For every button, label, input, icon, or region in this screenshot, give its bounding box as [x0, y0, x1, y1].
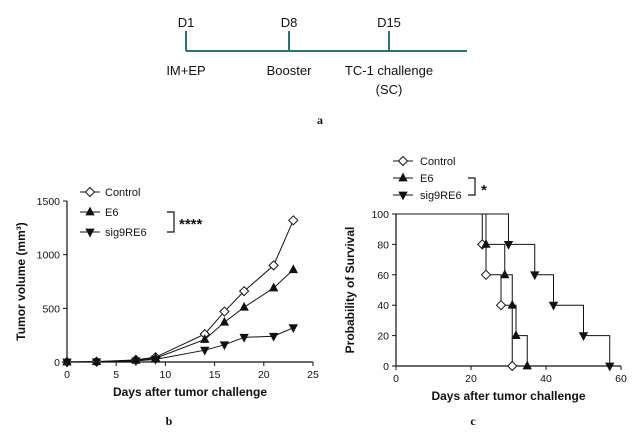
- timeline-event-label: IM+EP: [166, 63, 205, 78]
- x-tick-label: 0: [64, 369, 70, 381]
- series-line-e6: [66, 269, 294, 363]
- data-point-sig9re6: [62, 358, 72, 368]
- x-axis-title: Days after tumor challenge: [431, 389, 585, 403]
- survival-point-sig9re6: [503, 240, 514, 250]
- legend-marker-e6: [85, 206, 95, 216]
- data-point-sig9re6: [91, 358, 102, 368]
- x-tick-label: 20: [465, 373, 477, 385]
- data-point-control: [268, 260, 279, 271]
- survival-chart: 0 20 40 60 0 20 40 60 80 100 Days after tumor chal…: [343, 155, 627, 428]
- panel-label-b: b: [166, 414, 173, 428]
- survival-curve-control: [396, 213, 513, 366]
- survival-point-sig9re6: [605, 362, 615, 372]
- survival-point-e6: [481, 239, 491, 248]
- panel-label-a: a: [317, 113, 323, 127]
- data-point-sig9re6: [200, 346, 210, 356]
- data-point-sig9re6: [131, 357, 141, 367]
- timeline-day-label: D1: [178, 15, 195, 30]
- y-tick-label: 20: [377, 331, 389, 343]
- legend-marker-control: [397, 155, 409, 167]
- survival-point-control: [507, 360, 518, 372]
- significance-bracket: [167, 211, 175, 233]
- survival-point-sig9re6: [530, 271, 540, 281]
- y-tick-label: 500: [42, 303, 60, 315]
- survival-point-e6: [511, 330, 521, 340]
- timeline-day-label: D8: [281, 15, 298, 30]
- timeline-event-label: TC-1 challenge: [345, 63, 433, 78]
- data-point-sig9re6: [219, 341, 230, 351]
- data-point-control: [219, 306, 230, 317]
- timeline-event-sublabel: (SC): [376, 82, 403, 97]
- x-tick-label: 5: [113, 369, 119, 381]
- significance-label: *: [481, 182, 487, 199]
- legend-label-sig9re6: sig9RE6: [105, 227, 147, 239]
- data-point-control: [238, 285, 250, 297]
- legend-marker-control: [84, 186, 96, 198]
- survival-curve-sig9re6: [396, 213, 611, 366]
- survival-point-control: [495, 299, 507, 311]
- y-tick-label: 0: [383, 361, 389, 373]
- data-point-e6: [200, 334, 210, 343]
- x-tick-label: 20: [258, 369, 270, 381]
- y-axis-title: Tumor volume (mm³): [14, 222, 28, 340]
- y-tick-label: 100: [371, 209, 389, 221]
- survival-point-e6: [500, 269, 510, 279]
- data-point-e6: [268, 282, 279, 292]
- tumor-volume-chart: 0 5 10 15 20 25 0 500 1000 1500 Days after tumor c…: [14, 186, 319, 428]
- y-tick-label: 1000: [37, 250, 61, 262]
- survival-point-e6: [522, 360, 532, 370]
- legend-marker-e6: [398, 172, 408, 182]
- y-tick-label: 80: [377, 239, 389, 251]
- x-axis-title: Days after tumor challenge: [113, 385, 267, 399]
- significance-label: ****: [179, 216, 203, 233]
- legend-marker-sig9re6: [398, 191, 408, 201]
- y-tick-label: 0: [54, 357, 60, 369]
- survival-point-e6: [507, 299, 517, 309]
- timeline-events: D1 IM+EP D8 Booster D15 TC-1 challenge (SC): [166, 15, 433, 97]
- series-line-sig9re6: [66, 327, 294, 363]
- timeline-event-label: Booster: [267, 63, 312, 78]
- x-tick-label: 40: [540, 373, 552, 385]
- x-tick-label: 10: [160, 369, 172, 381]
- significance-bracket: [468, 177, 476, 196]
- survival-point-sig9re6: [578, 332, 589, 341]
- data-point-sig9re6: [150, 355, 161, 365]
- y-tick-label: 40: [377, 300, 389, 312]
- legend-label-e6: E6: [105, 207, 118, 219]
- legend-label-control: Control: [420, 156, 455, 168]
- legend-marker-sig9re6: [85, 228, 95, 238]
- y-axis-title: Probability of Survival: [343, 227, 357, 354]
- x-tick-label: 15: [209, 369, 221, 381]
- data-point-e6: [219, 316, 230, 326]
- data-point-sig9re6: [239, 333, 249, 343]
- survival-curve-e6: [396, 213, 528, 366]
- timeline: D1 IM+EP D8 Booster D15 TC-1 challenge (SC) a: [166, 15, 467, 127]
- data-point-e6: [239, 301, 249, 311]
- x-tick-label: 25: [307, 369, 319, 381]
- data-point-sig9re6: [288, 324, 298, 334]
- legend-label-e6: E6: [420, 173, 433, 185]
- x-tick-label: 0: [393, 373, 399, 385]
- data-point-control: [288, 215, 299, 226]
- timeline-day-label: D15: [377, 15, 401, 30]
- y-tick-label: 60: [377, 270, 389, 282]
- series-line-control: [66, 220, 294, 363]
- panel-label-c: c: [470, 414, 476, 428]
- survival-point-control: [480, 269, 492, 281]
- survival-point-sig9re6: [548, 301, 559, 311]
- legend-label-sig9re6: sig9RE6: [420, 190, 462, 202]
- y-tick-label: 1500: [37, 196, 61, 208]
- legend-label-control: Control: [105, 187, 140, 199]
- data-point-sig9re6: [268, 332, 279, 342]
- data-point-e6: [288, 264, 298, 274]
- x-tick-label: 60: [615, 373, 627, 385]
